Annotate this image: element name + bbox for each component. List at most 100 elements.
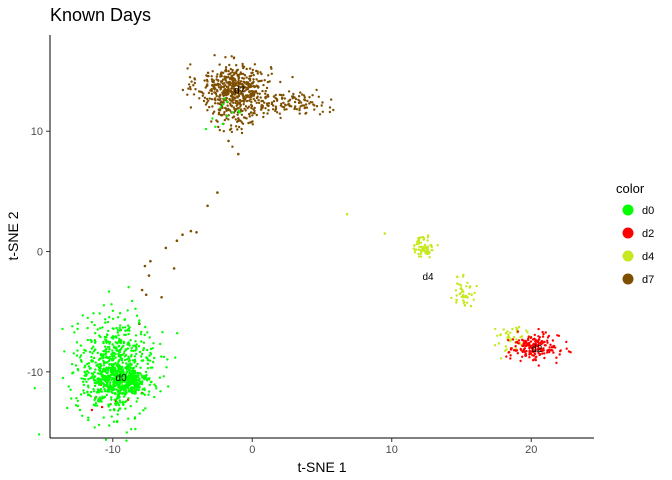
point-d0 <box>112 346 116 349</box>
point-d0 <box>135 352 138 356</box>
point-d0 <box>102 375 106 379</box>
point-d0 <box>119 388 123 391</box>
point-d0 <box>111 343 114 346</box>
point-d0 <box>108 424 111 427</box>
point-d0 <box>111 385 115 389</box>
point-d7 <box>250 104 254 108</box>
point-d0 <box>165 366 168 369</box>
point-d0 <box>118 312 122 315</box>
point-d7 <box>265 102 269 105</box>
point-d0 <box>128 326 131 329</box>
point-d7 <box>244 94 248 97</box>
point-d0 <box>130 386 133 389</box>
point-d7 <box>263 79 266 82</box>
point-d2 <box>554 346 557 349</box>
point-d0 <box>112 372 115 375</box>
point-d7 <box>237 117 240 120</box>
point-d0 <box>135 381 139 384</box>
point-d0 <box>145 379 149 382</box>
point-d0 <box>111 357 115 360</box>
point-d0 <box>104 438 108 441</box>
point-d2 <box>541 352 544 355</box>
point-d7 <box>216 120 219 123</box>
point-d7 <box>190 80 193 83</box>
point-d0 <box>94 348 97 351</box>
point-d7 <box>250 89 254 93</box>
point-d7 <box>224 56 227 59</box>
point-d7 <box>237 152 240 156</box>
point-d7 <box>143 264 147 268</box>
point-d0 <box>128 365 131 368</box>
point-d7 <box>223 94 226 97</box>
point-d7 <box>228 72 231 76</box>
point-d0 <box>114 356 117 359</box>
point-d7 <box>304 106 307 109</box>
point-d7 <box>283 108 286 111</box>
point-d2 <box>521 344 525 348</box>
point-d0 <box>124 348 128 351</box>
cluster-label-d4: d4 <box>422 272 434 283</box>
point-d0 <box>225 100 229 103</box>
point-d7 <box>260 105 263 109</box>
point-d0 <box>108 316 111 319</box>
point-d4 <box>419 255 423 258</box>
point-d0 <box>63 350 66 353</box>
point-d0 <box>96 390 100 393</box>
point-d7 <box>248 112 251 116</box>
point-d0 <box>75 397 78 400</box>
point-d0 <box>134 427 137 431</box>
point-d7 <box>299 91 302 94</box>
point-d0 <box>112 381 115 384</box>
point-d2 <box>532 342 536 345</box>
point-d0 <box>102 350 105 353</box>
point-d0 <box>113 398 116 402</box>
point-d7 <box>264 96 267 99</box>
point-d0 <box>128 371 131 374</box>
point-d0 <box>76 399 80 403</box>
point-d0 <box>33 387 36 390</box>
point-d0 <box>146 367 150 370</box>
point-d7 <box>229 124 233 127</box>
point-d7 <box>262 83 265 87</box>
point-d7 <box>280 102 283 106</box>
point-d0 <box>112 387 115 391</box>
point-d7 <box>224 107 228 111</box>
point-d0 <box>161 331 164 334</box>
point-d7 <box>228 63 231 67</box>
point-d0 <box>131 392 134 395</box>
point-d2 <box>527 335 530 338</box>
point-d0 <box>100 397 104 400</box>
point-d0 <box>104 390 107 393</box>
point-d7 <box>210 120 213 123</box>
point-d0 <box>134 388 138 391</box>
point-d7 <box>258 79 262 83</box>
point-d0 <box>136 371 139 375</box>
point-d0 <box>86 362 89 366</box>
point-d0 <box>133 417 136 420</box>
point-d4 <box>383 232 387 235</box>
point-d7 <box>256 72 259 75</box>
point-d7 <box>270 101 274 104</box>
point-d7 <box>226 81 230 84</box>
point-d7 <box>328 110 332 114</box>
point-d7 <box>304 112 307 115</box>
point-d0 <box>93 371 96 374</box>
point-d0 <box>139 333 143 336</box>
point-d7 <box>189 63 192 66</box>
point-d2 <box>534 358 537 362</box>
point-d2 <box>549 343 552 346</box>
point-d7 <box>216 82 220 86</box>
point-d7 <box>219 97 222 101</box>
point-d0 <box>109 381 112 384</box>
point-d7 <box>303 99 307 102</box>
point-d7 <box>233 107 236 111</box>
point-d0 <box>133 369 137 373</box>
point-d4 <box>493 344 497 347</box>
point-d7 <box>287 90 291 93</box>
point-d2 <box>546 349 549 352</box>
point-d7 <box>226 108 230 112</box>
point-d7 <box>264 89 267 93</box>
point-d0 <box>98 369 102 372</box>
point-d4 <box>425 249 428 252</box>
point-d2 <box>546 351 549 354</box>
